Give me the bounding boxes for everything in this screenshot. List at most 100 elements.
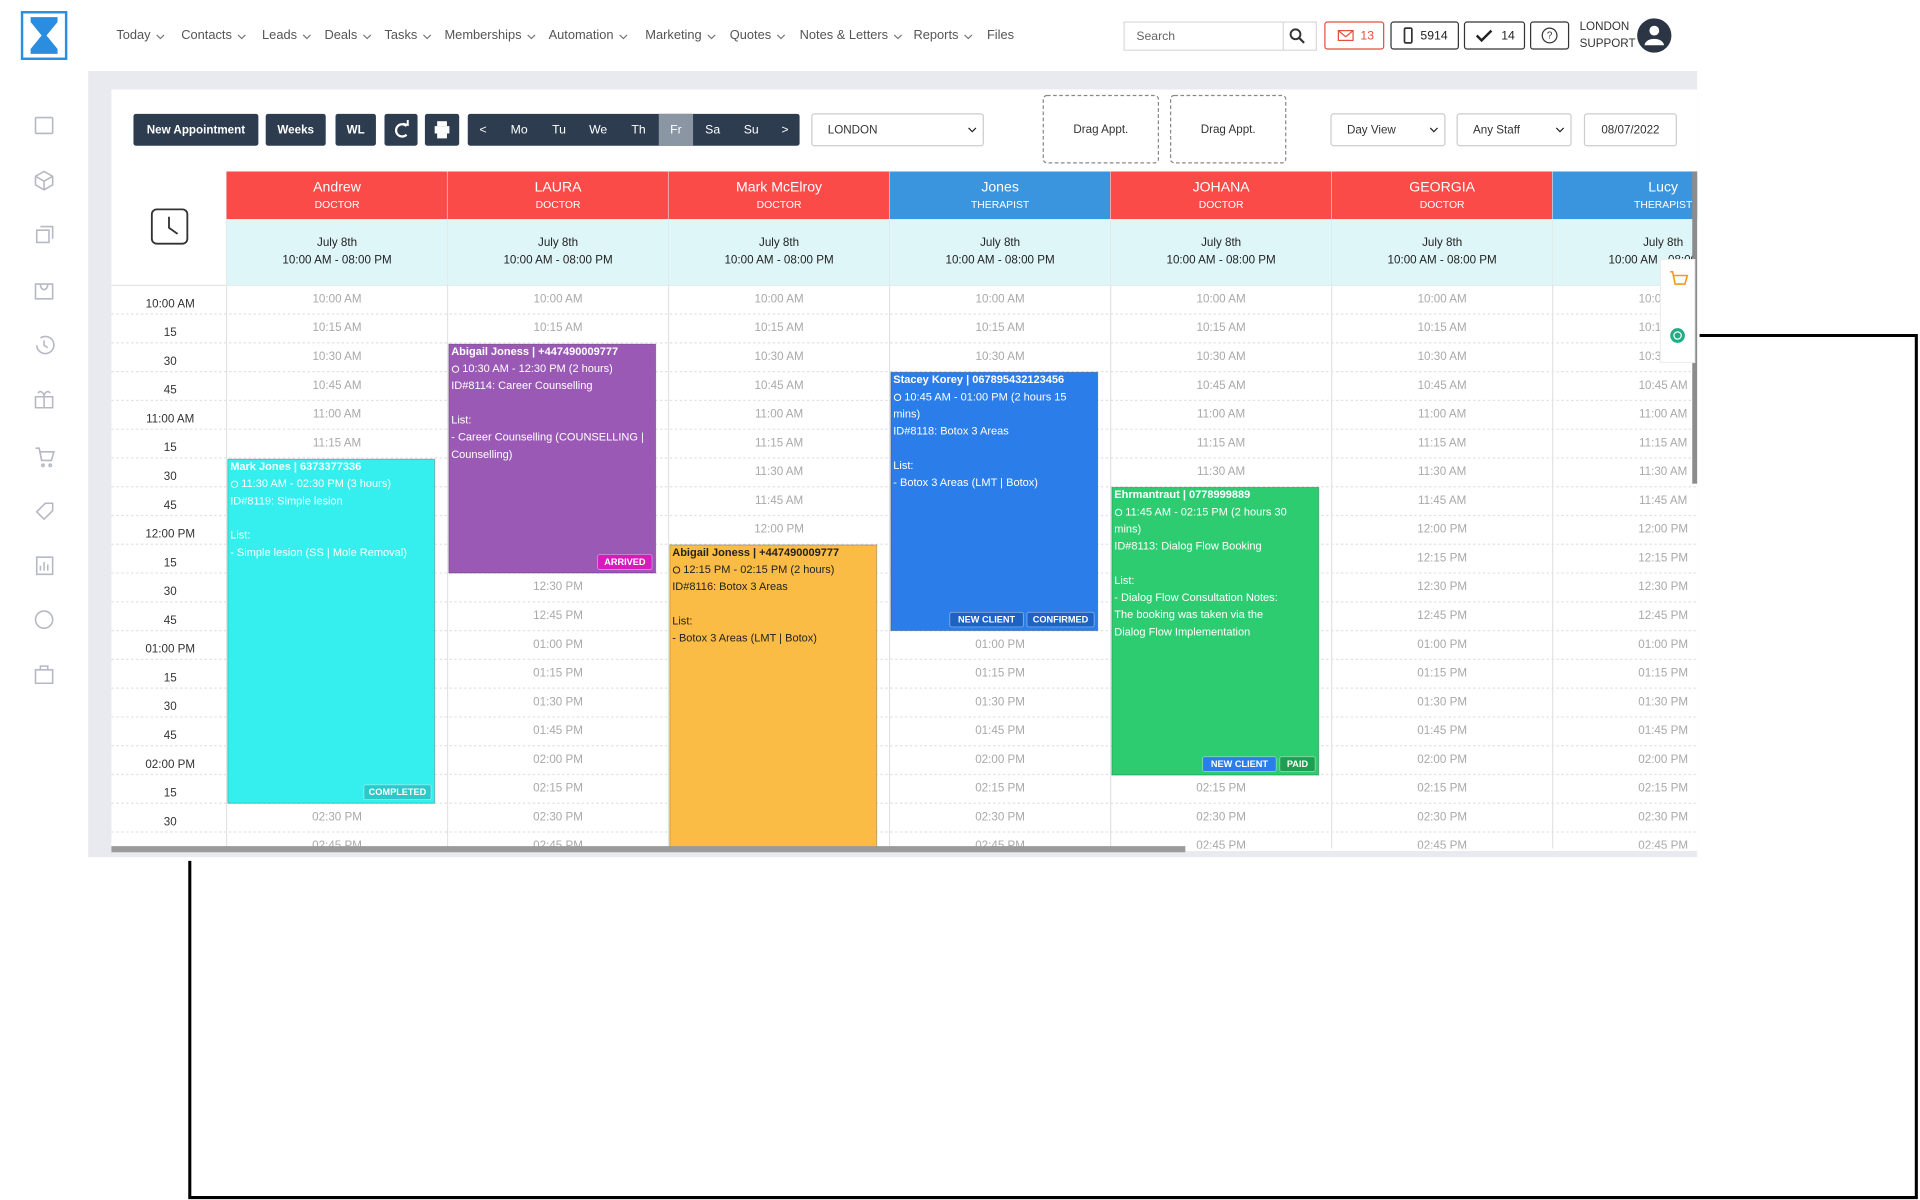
slot-label[interactable]: 11:30 AM [1197, 465, 1245, 478]
day-button[interactable]: Mo [511, 123, 528, 137]
appointment[interactable]: Abigail Joness | +447490009777 10:30 AM -… [448, 343, 657, 574]
day-button[interactable]: Sa [705, 123, 720, 137]
new-appointment-button[interactable]: New Appointment [133, 113, 259, 146]
briefcase-icon[interactable] [34, 665, 54, 685]
slot-label[interactable]: 10:15 AM [1418, 321, 1467, 334]
slot-label[interactable]: 10:45 AM [312, 379, 361, 392]
slot-label[interactable]: 10:45 AM [1197, 379, 1246, 392]
slot-label[interactable]: 11:15 AM [1418, 436, 1466, 449]
slot-label[interactable]: 11:45 AM [755, 494, 803, 507]
box-icon[interactable] [34, 170, 54, 191]
slot-label[interactable]: 02:15 PM [1638, 782, 1688, 795]
day-button[interactable]: Tu [552, 123, 566, 137]
slot-label[interactable]: 02:15 PM [1417, 782, 1467, 795]
slot-label[interactable]: 12:45 PM [1638, 609, 1688, 622]
slot-label[interactable]: 01:15 PM [1417, 667, 1467, 680]
nav-item[interactable]: Deals [324, 27, 372, 42]
mail-button[interactable]: 13 [1324, 21, 1385, 50]
logo[interactable] [20, 11, 68, 60]
slot-label[interactable]: 02:45 PM [1196, 839, 1246, 852]
nav-item[interactable]: Memberships [444, 27, 536, 42]
slot-label[interactable]: 02:30 PM [975, 810, 1025, 823]
slot-label[interactable]: 10:15 AM [1197, 321, 1246, 334]
slot-label[interactable]: 10:45 AM [1418, 379, 1467, 392]
copy-icon[interactable] [35, 225, 54, 244]
day-button[interactable]: Th [631, 123, 645, 137]
day-button[interactable]: Fr [658, 113, 694, 146]
view-select[interactable]: Day View [1330, 113, 1446, 147]
slot-label[interactable]: 12:00 PM [754, 523, 804, 536]
slot-label[interactable]: 11:15 AM [1639, 436, 1687, 449]
slot-label[interactable]: 11:00 AM [1639, 408, 1687, 421]
slot-label[interactable]: 12:45 PM [533, 609, 583, 622]
nav-item[interactable]: Today [116, 27, 165, 42]
slot-label[interactable]: 12:30 PM [1638, 580, 1688, 593]
slot-label[interactable]: 02:15 PM [1196, 782, 1246, 795]
day-button[interactable]: > [781, 123, 788, 137]
nav-item[interactable]: Reports [913, 27, 973, 42]
slot-label[interactable]: 10:45 AM [1639, 379, 1688, 392]
slot-label[interactable]: 01:45 PM [1638, 724, 1688, 737]
drag-appointment[interactable]: Drag Appt. [1042, 94, 1159, 164]
history-icon[interactable] [35, 335, 55, 355]
tag-icon[interactable] [35, 502, 54, 521]
task-button[interactable]: 14 [1463, 21, 1526, 50]
appointment[interactable]: Stacey Korey | 067895432123456 10:45 AM -… [890, 371, 1099, 632]
slot-label[interactable]: 11:30 AM [1639, 465, 1687, 478]
nav-item[interactable]: Notes & Letters [800, 27, 903, 42]
slot-label[interactable]: 02:00 PM [1417, 753, 1467, 766]
slot-label[interactable]: 10:30 AM [755, 350, 804, 363]
slot-label[interactable]: 11:30 AM [755, 465, 803, 478]
slot-label[interactable]: 12:00 PM [1417, 523, 1467, 536]
slot-label[interactable]: 01:15 PM [975, 667, 1025, 680]
location-select[interactable]: LONDON [811, 113, 984, 147]
slot-label[interactable]: 11:00 AM [313, 408, 361, 421]
slot-label[interactable]: 02:30 PM [533, 810, 583, 823]
slot-label[interactable]: 10:00 AM [976, 292, 1025, 305]
avatar[interactable] [1637, 18, 1672, 53]
slot-label[interactable]: 10:30 AM [1197, 350, 1246, 363]
nav-item[interactable]: Quotes [730, 27, 786, 42]
nav-item[interactable]: Marketing [645, 27, 716, 42]
appointment[interactable]: Mark Jones | 6373377336 11:30 AM - 02:30 … [227, 458, 436, 804]
help-button[interactable]: ? [1530, 21, 1570, 50]
slot-label[interactable]: 12:30 PM [1417, 580, 1467, 593]
slot-label[interactable]: 12:30 PM [533, 580, 583, 593]
whatsapp-button[interactable] [1670, 328, 1685, 343]
slot-label[interactable]: 02:15 PM [975, 782, 1025, 795]
slot-label[interactable]: 02:45 PM [312, 839, 362, 852]
slot-label[interactable]: 01:00 PM [533, 638, 583, 651]
slot-label[interactable]: 10:45 AM [755, 379, 804, 392]
slot-label[interactable]: 10:15 AM [755, 321, 804, 334]
slot-label[interactable]: 02:45 PM [975, 839, 1025, 852]
slot-label[interactable]: 10:30 AM [312, 350, 361, 363]
nav-item[interactable]: Files [987, 27, 1014, 42]
gift-icon[interactable] [34, 390, 54, 409]
refresh-button[interactable] [384, 113, 418, 146]
slot-label[interactable]: 10:00 AM [1418, 292, 1467, 305]
appointment[interactable]: Abigail Joness | +447490009777 12:15 PM -… [669, 544, 878, 849]
account-icon[interactable] [34, 610, 54, 629]
slot-label[interactable]: 01:15 PM [1638, 667, 1688, 680]
nav-item[interactable]: Contacts [181, 27, 246, 42]
staff-select[interactable]: Any Staff [1456, 113, 1572, 147]
slot-label[interactable]: 10:00 AM [755, 292, 804, 305]
slot-label[interactable]: 01:45 PM [975, 724, 1025, 737]
slot-label[interactable]: 10:00 AM [1197, 292, 1246, 305]
slot-label[interactable]: 01:30 PM [975, 695, 1025, 708]
search-box[interactable]: Search [1123, 21, 1317, 51]
wl-button[interactable]: WL [335, 113, 376, 146]
slot-label[interactable]: 11:45 AM [1639, 494, 1687, 507]
report-icon[interactable] [35, 556, 54, 576]
slot-label[interactable]: 11:15 AM [1197, 436, 1245, 449]
slot-label[interactable]: 02:45 PM [1417, 839, 1467, 852]
slot-label[interactable]: 01:00 PM [1417, 638, 1467, 651]
slot-label[interactable]: 01:45 PM [533, 724, 583, 737]
slot-label[interactable]: 10:15 AM [533, 321, 582, 334]
slot-label[interactable]: 12:15 PM [1638, 551, 1688, 564]
slot-label[interactable]: 11:45 AM [1418, 494, 1466, 507]
day-button[interactable]: < [479, 123, 486, 137]
date-input[interactable]: 08/07/2022 [1583, 113, 1677, 147]
print-button[interactable] [424, 113, 460, 146]
bag-icon[interactable] [34, 283, 54, 300]
